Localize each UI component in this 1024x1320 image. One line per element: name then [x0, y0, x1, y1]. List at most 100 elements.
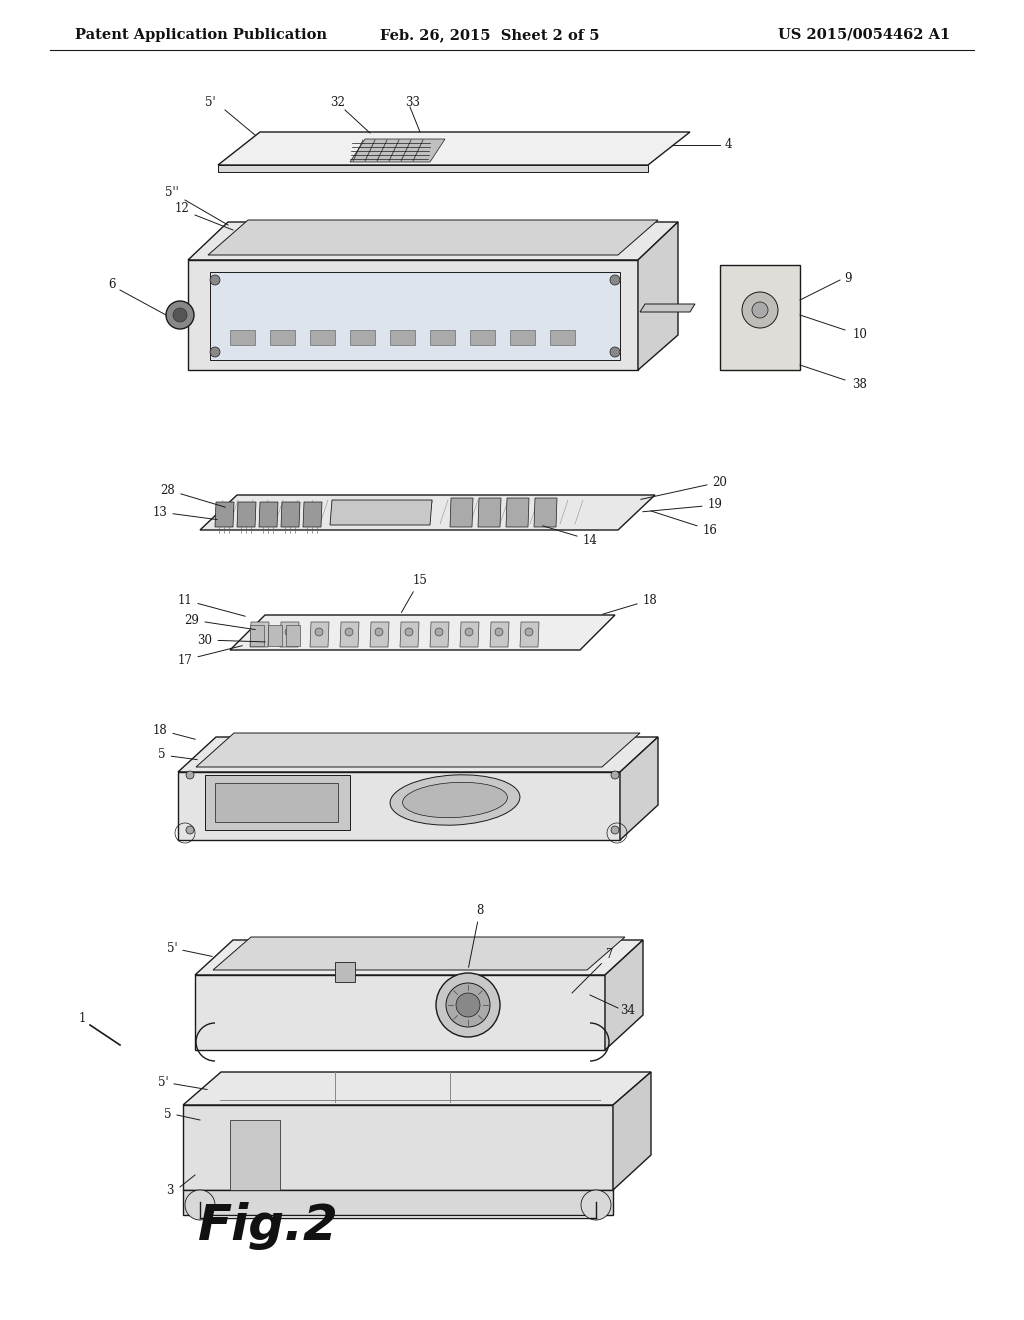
Polygon shape: [430, 622, 449, 647]
Circle shape: [315, 628, 323, 636]
Circle shape: [406, 628, 413, 636]
Polygon shape: [534, 498, 557, 527]
Polygon shape: [310, 330, 335, 345]
Text: Fig.2: Fig.2: [198, 1203, 339, 1250]
Polygon shape: [218, 165, 648, 172]
Polygon shape: [196, 733, 640, 767]
Polygon shape: [210, 272, 620, 360]
Circle shape: [610, 275, 620, 285]
Polygon shape: [200, 495, 655, 531]
Polygon shape: [720, 265, 800, 370]
Text: 28: 28: [161, 483, 225, 507]
Text: 30: 30: [198, 634, 265, 647]
Circle shape: [375, 628, 383, 636]
Polygon shape: [178, 772, 620, 840]
Text: 34: 34: [620, 1003, 635, 1016]
Polygon shape: [303, 502, 322, 527]
Circle shape: [185, 1191, 215, 1220]
Circle shape: [495, 628, 503, 636]
Text: 8: 8: [469, 903, 483, 968]
Polygon shape: [506, 498, 529, 527]
Circle shape: [446, 983, 490, 1027]
Text: 10: 10: [853, 329, 867, 342]
Circle shape: [436, 973, 500, 1038]
Circle shape: [456, 993, 480, 1016]
Text: 32: 32: [331, 95, 345, 108]
Polygon shape: [370, 622, 389, 647]
Polygon shape: [640, 304, 695, 312]
Text: 11: 11: [177, 594, 246, 616]
Circle shape: [742, 292, 778, 327]
Polygon shape: [270, 330, 295, 345]
Polygon shape: [510, 330, 535, 345]
Polygon shape: [350, 330, 375, 345]
Ellipse shape: [390, 775, 520, 825]
Text: 5': 5': [205, 95, 215, 108]
Text: 14: 14: [543, 525, 597, 546]
Circle shape: [345, 628, 353, 636]
Circle shape: [525, 628, 534, 636]
Polygon shape: [208, 220, 658, 255]
Text: 5'': 5'': [165, 186, 179, 198]
Polygon shape: [613, 1072, 651, 1191]
Text: 33: 33: [406, 95, 421, 108]
Polygon shape: [230, 615, 615, 649]
Polygon shape: [470, 330, 495, 345]
Text: 15: 15: [401, 573, 427, 612]
Polygon shape: [218, 132, 690, 165]
Text: 13: 13: [153, 506, 217, 520]
Text: 3: 3: [166, 1184, 174, 1196]
Circle shape: [611, 771, 618, 779]
Circle shape: [255, 628, 263, 636]
Text: 9: 9: [844, 272, 852, 285]
Text: 5: 5: [164, 1109, 172, 1122]
Text: 7: 7: [572, 949, 613, 993]
Polygon shape: [620, 737, 658, 840]
Circle shape: [186, 826, 194, 834]
Circle shape: [611, 826, 618, 834]
Polygon shape: [237, 502, 256, 527]
Text: 38: 38: [853, 379, 867, 392]
Polygon shape: [178, 737, 658, 772]
Polygon shape: [188, 222, 678, 260]
Polygon shape: [188, 260, 638, 370]
Text: 4: 4: [724, 139, 732, 152]
Polygon shape: [478, 498, 501, 527]
Polygon shape: [205, 775, 350, 830]
Polygon shape: [430, 330, 455, 345]
Polygon shape: [460, 622, 479, 647]
Polygon shape: [230, 330, 255, 345]
Polygon shape: [250, 624, 264, 645]
Polygon shape: [183, 1072, 651, 1105]
Circle shape: [752, 302, 768, 318]
Text: 17: 17: [177, 645, 243, 667]
Polygon shape: [195, 940, 643, 975]
Polygon shape: [215, 502, 234, 527]
Polygon shape: [340, 622, 359, 647]
Polygon shape: [330, 500, 432, 525]
Polygon shape: [183, 1105, 613, 1191]
Circle shape: [166, 301, 194, 329]
Text: 1: 1: [78, 1011, 86, 1024]
Polygon shape: [350, 139, 445, 162]
Polygon shape: [335, 962, 355, 982]
Circle shape: [581, 1191, 611, 1220]
Ellipse shape: [402, 783, 508, 817]
Text: Feb. 26, 2015  Sheet 2 of 5: Feb. 26, 2015 Sheet 2 of 5: [380, 28, 600, 42]
Text: Patent Application Publication: Patent Application Publication: [75, 28, 327, 42]
Polygon shape: [550, 330, 575, 345]
Polygon shape: [213, 937, 625, 970]
Circle shape: [435, 628, 443, 636]
Circle shape: [285, 628, 293, 636]
Polygon shape: [490, 622, 509, 647]
Polygon shape: [195, 975, 605, 1049]
Polygon shape: [280, 622, 299, 647]
Polygon shape: [268, 624, 282, 645]
Polygon shape: [638, 222, 678, 370]
Circle shape: [610, 347, 620, 356]
Text: 18: 18: [603, 594, 657, 614]
Polygon shape: [250, 622, 269, 647]
Text: 20: 20: [641, 475, 727, 499]
Polygon shape: [286, 624, 300, 645]
Polygon shape: [450, 498, 473, 527]
